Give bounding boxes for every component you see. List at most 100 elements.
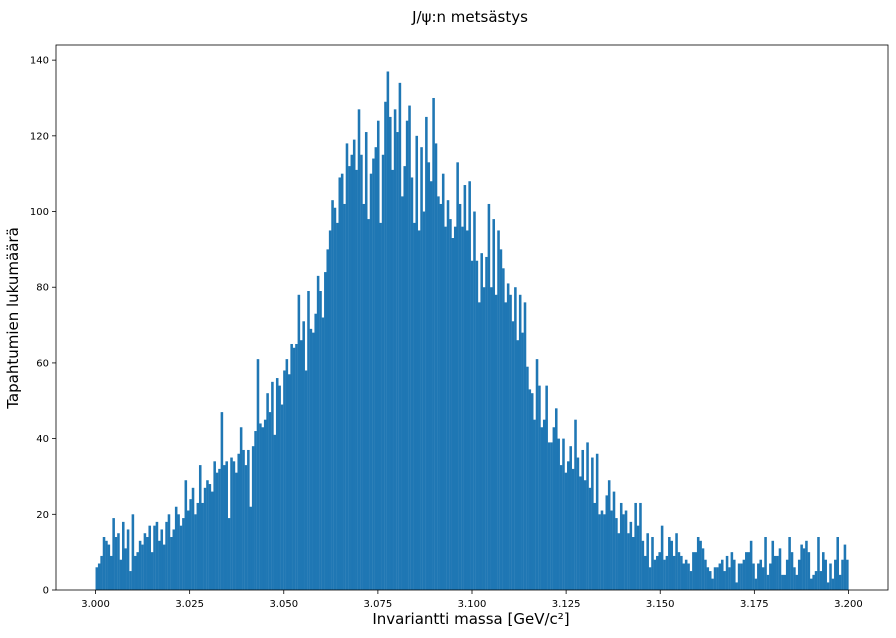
histogram-bar	[179, 525, 183, 590]
histogram-bar	[196, 502, 200, 590]
histogram-bar	[487, 203, 491, 591]
histogram-bar	[778, 548, 782, 590]
histogram-bar	[795, 574, 799, 590]
histogram-bar	[745, 552, 748, 590]
histogram-bar	[540, 427, 544, 590]
x-tick-label: 3.000	[81, 599, 110, 610]
histogram-bar	[136, 552, 139, 590]
histogram-bar	[773, 555, 777, 590]
histogram-bar	[571, 468, 575, 590]
histogram-bar	[723, 571, 726, 590]
histogram-bar	[696, 537, 700, 590]
histogram-bar	[504, 302, 508, 590]
histogram-bar	[186, 510, 190, 590]
histogram-bar	[463, 185, 467, 590]
histogram-bar	[598, 514, 601, 590]
histogram-bar	[328, 230, 332, 590]
histogram-bar	[410, 177, 414, 590]
histogram-bar	[838, 574, 842, 590]
histogram-bar	[280, 404, 284, 590]
histogram-bar	[761, 567, 765, 590]
histogram-bar	[121, 521, 125, 590]
histogram-bar	[824, 559, 827, 590]
histogram-bar	[518, 294, 522, 590]
histogram-bar	[208, 484, 212, 590]
histogram-bar	[822, 552, 825, 590]
histogram-bar	[819, 571, 823, 590]
histogram-bar	[528, 389, 532, 590]
histogram-bar	[542, 419, 546, 590]
x-tick-label: 3.075	[364, 599, 393, 610]
histogram-bar	[237, 453, 241, 590]
histogram-bar	[244, 465, 248, 590]
histogram-bar	[506, 283, 510, 590]
histogram-bar	[583, 480, 587, 590]
y-tick-label: 140	[30, 56, 49, 67]
histogram-bar	[367, 219, 370, 590]
histogram-bar	[146, 537, 149, 590]
histogram-bar	[701, 548, 705, 590]
histogram-bar	[704, 559, 707, 590]
histogram-bar	[764, 537, 767, 590]
histogram-bar	[607, 480, 611, 590]
histogram-bar	[776, 555, 779, 590]
histogram-bar	[268, 412, 272, 590]
histogram-bar	[285, 359, 289, 590]
histogram-bar	[829, 563, 832, 590]
histogram-bar	[805, 540, 808, 590]
histogram-bar	[403, 166, 406, 590]
histogram-bar	[239, 427, 243, 590]
histogram-bar	[124, 548, 127, 590]
histogram-bar	[634, 502, 637, 590]
histogram-bar	[451, 238, 455, 591]
histogram-bar	[287, 374, 291, 590]
histogram-bar	[131, 514, 135, 590]
histogram-bar	[376, 120, 380, 590]
histogram-bar	[261, 427, 265, 590]
histogram-bar	[576, 457, 580, 590]
histogram-bar	[672, 555, 676, 590]
histogram-bar	[622, 514, 625, 590]
histogram-bar	[631, 537, 635, 590]
histogram-bar	[420, 147, 423, 590]
histogram-bar	[422, 211, 426, 590]
histogram-bar	[595, 453, 599, 590]
histogram-bar	[386, 71, 390, 591]
histogram-bar	[692, 552, 695, 590]
histogram-bar	[478, 302, 481, 590]
histogram-bar	[814, 571, 818, 590]
histogram-bar	[547, 442, 551, 590]
histogram-bar	[689, 571, 693, 590]
histogram-bar	[461, 226, 464, 590]
histogram-bar	[381, 154, 385, 590]
histogram-bar	[834, 559, 837, 590]
histogram-bar	[249, 506, 253, 590]
histogram-bar	[646, 533, 649, 590]
histogram-bar	[641, 540, 645, 590]
histogram-bar	[713, 567, 717, 590]
histogram-bar	[107, 544, 111, 590]
histogram-bar	[559, 465, 563, 590]
histogram-bar	[408, 105, 411, 591]
histogram-bar	[453, 226, 457, 590]
histogram-bar	[766, 574, 770, 590]
histogram-bar	[129, 571, 132, 590]
histogram-bar	[699, 540, 702, 590]
histogram-bar	[331, 200, 334, 590]
x-tick-label: 3.125	[552, 599, 581, 610]
histogram-bar	[215, 472, 219, 590]
histogram-bar	[345, 143, 349, 590]
histogram-bar	[316, 275, 320, 590]
histogram-bar	[155, 521, 159, 590]
histogram-bar	[665, 555, 669, 590]
histogram-bar	[788, 537, 791, 590]
histogram-bar	[100, 555, 103, 590]
histogram-bar	[218, 468, 221, 590]
histogram-bar	[550, 442, 553, 590]
x-tick-label: 3.050	[269, 599, 298, 610]
histogram-bar	[210, 491, 214, 590]
histogram-bar	[384, 101, 387, 590]
x-tick-label: 3.175	[740, 599, 769, 610]
histogram-bar	[557, 438, 560, 590]
histogram-bar	[682, 563, 686, 590]
